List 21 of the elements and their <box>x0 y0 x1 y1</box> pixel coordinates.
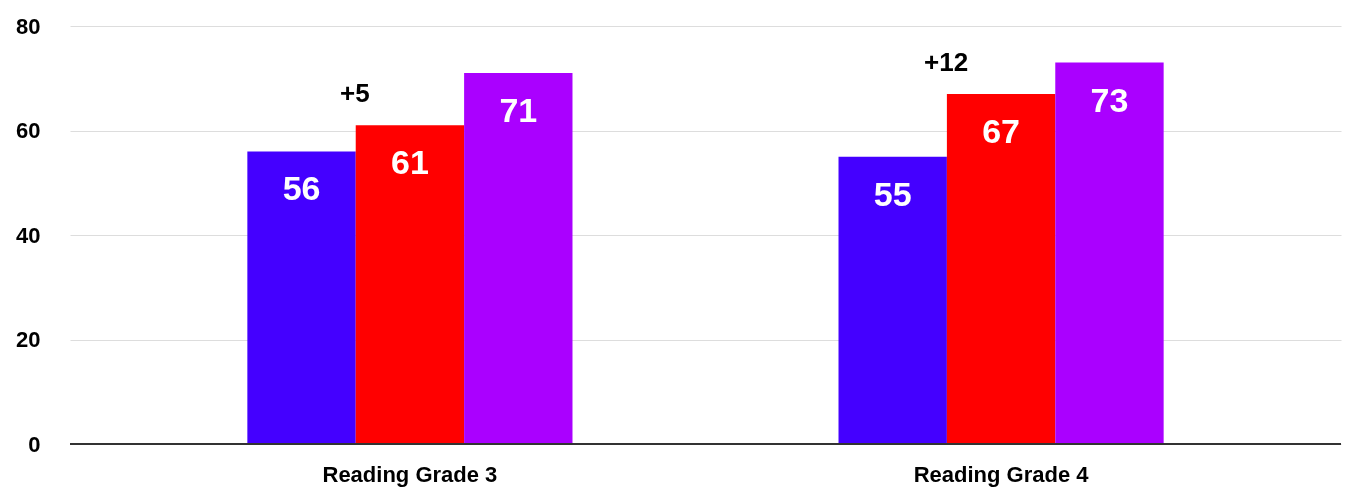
data-label: 71 <box>499 91 538 130</box>
annotation: +5 <box>340 78 370 109</box>
y-tick-label: 60 <box>16 118 41 143</box>
y-tick-label: 0 <box>28 431 41 457</box>
bar <box>946 93 1056 444</box>
bar <box>355 125 465 444</box>
bar <box>247 151 356 444</box>
y-tick-label: 40 <box>16 222 41 248</box>
data-label: 73 <box>1090 80 1129 119</box>
bar <box>1055 62 1164 444</box>
y-tick-label: 80 <box>16 13 41 39</box>
x-tick-label: Reading Grade 3 <box>322 461 498 487</box>
y-tick-label: 20 <box>16 327 41 352</box>
data-label: 55 <box>873 174 912 213</box>
x-tick-label: Reading Grade 4 <box>913 461 1090 487</box>
bar <box>838 156 947 444</box>
bar <box>464 73 573 444</box>
annotation: +12 <box>924 46 969 77</box>
data-label: 56 <box>282 169 321 208</box>
data-label: 61 <box>391 143 429 182</box>
data-label: 67 <box>982 111 1020 150</box>
